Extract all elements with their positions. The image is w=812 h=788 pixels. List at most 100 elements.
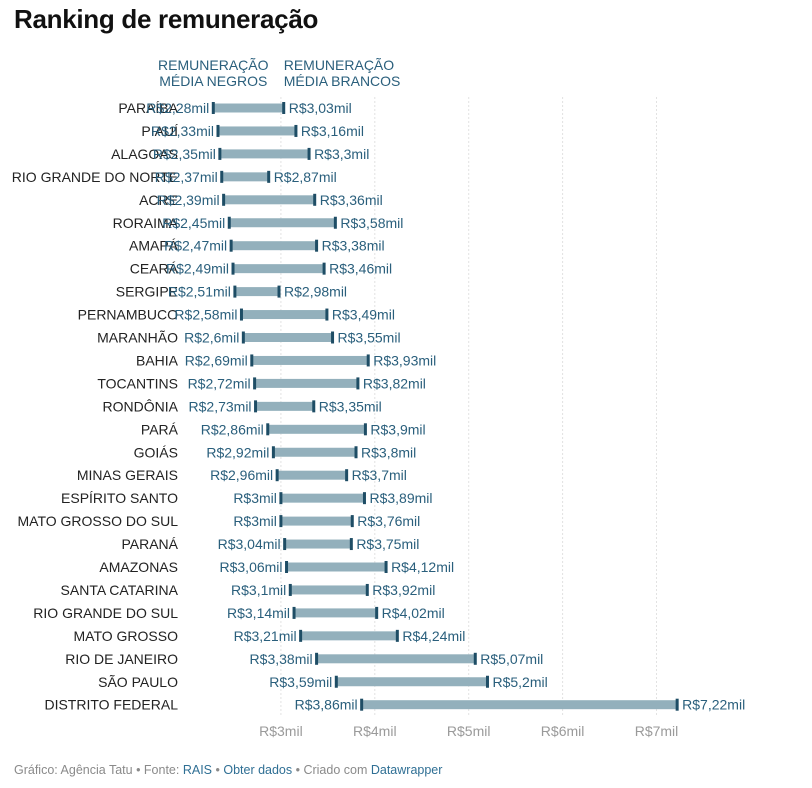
footer-separator: • xyxy=(212,763,224,777)
negros-value-label: R$3,04mil xyxy=(218,536,281,552)
negros-value-label: R$2,73mil xyxy=(189,398,252,414)
brancos-marker xyxy=(375,606,379,619)
state-label: AMAZONAS xyxy=(99,559,178,575)
brancos-value-label: R$3,9mil xyxy=(370,421,425,437)
negros-marker xyxy=(233,285,237,298)
brancos-marker xyxy=(350,515,354,528)
footer-created-with: • Criado com xyxy=(292,763,371,777)
source-link[interactable]: RAIS xyxy=(182,763,213,777)
state-label: SERGIPE xyxy=(116,284,178,300)
header-negros-line: MÉDIA NEGROS xyxy=(159,73,267,89)
range-bar xyxy=(219,149,310,159)
negros-value-label: R$2,86mil xyxy=(201,421,264,437)
negros-value-label: R$2,33mil xyxy=(151,123,214,139)
negros-marker xyxy=(227,216,231,229)
negros-marker xyxy=(239,308,243,321)
negros-marker xyxy=(222,193,226,206)
brancos-marker xyxy=(333,216,337,229)
state-label: RIO GRANDE DO NORTE xyxy=(12,169,178,185)
state-label: AMAPÁ xyxy=(129,238,179,254)
brancos-value-label: R$4,02mil xyxy=(382,605,445,621)
brancos-value-label: R$3,35mil xyxy=(319,398,382,414)
negros-marker xyxy=(271,446,275,459)
brancos-marker xyxy=(356,377,360,390)
negros-marker xyxy=(254,400,258,413)
range-bar xyxy=(234,287,280,297)
brancos-value-label: R$5,07mil xyxy=(480,651,543,667)
range-bar xyxy=(273,447,357,457)
negros-value-label: R$2,45mil xyxy=(162,215,225,231)
state-label: PARÁ xyxy=(141,421,179,437)
brancos-marker xyxy=(354,446,358,459)
brancos-marker xyxy=(312,400,316,413)
brancos-marker xyxy=(315,239,319,252)
state-label: BAHIA xyxy=(136,352,179,368)
brancos-value-label: R$3,92mil xyxy=(372,582,435,598)
state-label: GOIÁS xyxy=(134,444,178,460)
range-bar xyxy=(221,172,269,182)
range-bar xyxy=(361,700,678,710)
brancos-marker xyxy=(485,675,489,688)
range-bar xyxy=(280,516,353,526)
range-bar xyxy=(255,401,314,411)
brancos-value-label: R$3,8mil xyxy=(361,444,416,460)
brancos-value-label: R$2,98mil xyxy=(284,284,347,300)
state-label: PIAUÍ xyxy=(141,123,178,139)
brancos-value-label: R$3,82mil xyxy=(363,375,426,391)
brancos-value-label: R$3,76mil xyxy=(357,513,420,529)
range-bar xyxy=(231,241,317,251)
negros-value-label: R$3,21mil xyxy=(234,628,297,644)
get-data-link[interactable]: Obter dados xyxy=(223,763,293,777)
negros-marker xyxy=(211,102,215,114)
negros-marker xyxy=(279,492,283,505)
range-bar xyxy=(300,631,398,641)
negros-marker xyxy=(285,561,289,573)
state-label: SÃO PAULO xyxy=(98,674,178,690)
brancos-marker xyxy=(675,698,679,711)
header-brancos-line: REMUNERAÇÃO xyxy=(284,57,395,73)
negros-value-label: R$2,96mil xyxy=(210,467,273,483)
negros-marker xyxy=(220,170,224,183)
state-label: MATO GROSSO DO SUL xyxy=(17,513,178,529)
brancos-marker xyxy=(294,124,298,137)
negros-value-label: R$2,69mil xyxy=(185,352,248,368)
brancos-marker xyxy=(384,561,388,573)
negros-value-label: R$2,51mil xyxy=(168,284,231,300)
brancos-marker xyxy=(331,331,335,344)
state-label: ALAGOAS xyxy=(111,146,178,162)
negros-marker xyxy=(275,469,279,482)
negros-value-label: R$3,86mil xyxy=(295,697,358,713)
brancos-value-label: R$3,93mil xyxy=(373,352,436,368)
state-label: PERNAMBUCO xyxy=(78,307,178,323)
datawrapper-link[interactable]: Datawrapper xyxy=(370,763,443,777)
brancos-value-label: R$4,12mil xyxy=(391,559,454,575)
brancos-marker xyxy=(362,492,366,505)
x-tick-label: R$3mil xyxy=(259,723,303,739)
range-bar xyxy=(294,608,377,618)
range-bar xyxy=(284,539,352,549)
brancos-value-label: R$3,16mil xyxy=(301,123,364,139)
negros-value-label: R$2,49mil xyxy=(166,261,229,277)
brancos-value-label: R$3,49mil xyxy=(332,307,395,323)
brancos-value-label: R$3,89mil xyxy=(369,490,432,506)
negros-marker xyxy=(241,331,245,344)
state-label: RIO GRANDE DO SUL xyxy=(33,605,178,621)
state-label: CEARÁ xyxy=(130,261,179,277)
range-bar xyxy=(233,264,325,274)
negros-value-label: R$2,35mil xyxy=(153,146,216,162)
state-label: TOCANTINS xyxy=(97,375,178,391)
header-brancos-line: MÉDIA BRANCOS xyxy=(284,73,401,89)
range-bar xyxy=(280,493,365,503)
state-label: RIO DE JANEIRO xyxy=(65,651,178,667)
negros-value-label: R$3,38mil xyxy=(250,651,313,667)
range-bar xyxy=(213,103,284,113)
negros-value-label: R$3,14mil xyxy=(227,605,290,621)
state-label: RORAIMA xyxy=(113,215,179,231)
negros-marker xyxy=(231,262,235,275)
state-label: RONDÔNIA xyxy=(103,398,179,414)
range-bar xyxy=(267,424,366,434)
brancos-marker xyxy=(267,170,271,183)
negros-marker xyxy=(218,147,222,160)
state-label: PARANÁ xyxy=(121,536,178,552)
brancos-value-label: R$3,38mil xyxy=(322,238,385,254)
